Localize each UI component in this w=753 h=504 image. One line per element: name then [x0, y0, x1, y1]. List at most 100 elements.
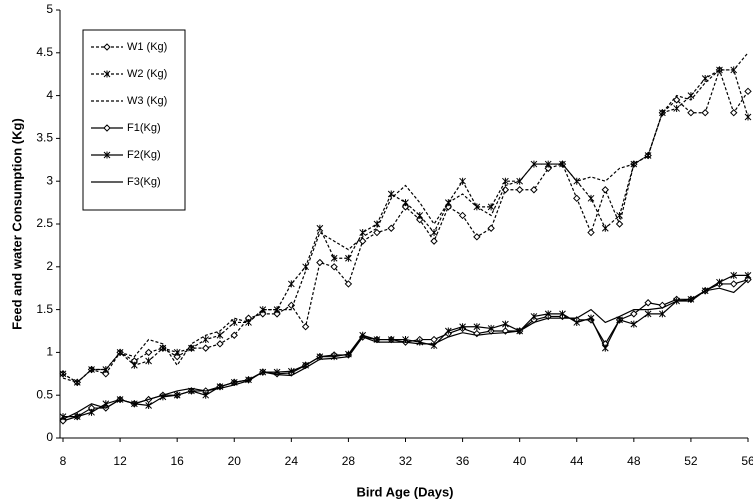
marker	[358, 237, 367, 245]
marker	[202, 344, 210, 352]
marker	[202, 391, 210, 399]
marker	[401, 203, 410, 211]
marker	[359, 229, 367, 237]
legend-label: W2 (Kg)	[127, 68, 167, 80]
y-tick-label: 1	[46, 345, 53, 359]
y-tick-label: 0.5	[36, 387, 53, 401]
y-tick-label: 3	[46, 173, 53, 187]
y-tick-label: 4.5	[36, 45, 53, 59]
marker	[744, 271, 752, 279]
series-line	[62, 52, 749, 384]
y-tick-label: 4	[46, 88, 53, 102]
legend-label: F3(Kg)	[127, 176, 161, 188]
marker	[644, 310, 652, 318]
legend-label: W1 (Kg)	[127, 41, 167, 53]
marker	[387, 190, 395, 198]
x-tick-label: 52	[684, 454, 698, 468]
legend-label: W3 (Kg)	[127, 95, 167, 107]
marker	[216, 340, 224, 348]
x-tick-label: 20	[228, 454, 242, 468]
marker	[587, 194, 595, 202]
marker	[730, 109, 738, 117]
marker	[402, 199, 409, 207]
marker	[273, 306, 281, 314]
marker	[345, 254, 352, 262]
marker	[601, 224, 609, 232]
x-tick-label: 48	[627, 454, 641, 468]
marker	[573, 194, 581, 203]
marker	[587, 314, 595, 322]
marker	[730, 280, 738, 288]
marker	[330, 254, 338, 262]
marker	[487, 324, 495, 332]
marker	[716, 278, 723, 286]
x-tick-label: 12	[113, 454, 127, 468]
marker	[245, 318, 252, 326]
y-tick-label: 2.5	[36, 216, 53, 230]
x-tick-label: 36	[456, 454, 470, 468]
marker	[416, 211, 424, 219]
marker	[145, 357, 152, 365]
marker	[344, 280, 353, 288]
marker	[430, 229, 438, 237]
marker	[530, 186, 538, 194]
marker	[416, 216, 424, 224]
marker	[88, 408, 95, 416]
marker	[744, 113, 752, 121]
marker	[515, 186, 524, 194]
x-tick-label: 16	[170, 454, 184, 468]
marker	[630, 310, 638, 318]
marker	[673, 104, 680, 112]
marker	[502, 320, 509, 328]
legend-label: F1(Kg)	[127, 122, 161, 134]
marker	[430, 237, 438, 245]
marker	[230, 331, 238, 339]
x-tick-label: 56	[741, 454, 753, 468]
marker	[59, 370, 67, 378]
marker	[616, 211, 623, 219]
marker	[644, 299, 652, 307]
marker	[744, 87, 752, 96]
x-tick-label: 40	[513, 454, 527, 468]
marker	[330, 263, 338, 271]
marker	[173, 348, 181, 356]
marker	[444, 327, 452, 335]
x-tick-label: 8	[60, 454, 67, 468]
marker	[473, 233, 481, 241]
marker	[573, 318, 581, 326]
marker	[430, 335, 438, 344]
marker	[687, 92, 695, 100]
legend-marker	[103, 124, 111, 132]
marker	[601, 344, 609, 352]
y-tick-label: 3.5	[36, 131, 53, 145]
marker	[544, 310, 552, 318]
marker	[287, 367, 295, 375]
marker	[630, 320, 638, 328]
marker	[145, 401, 152, 409]
marker	[487, 203, 495, 211]
series-line	[62, 279, 749, 420]
marker	[273, 310, 281, 318]
marker	[216, 331, 224, 339]
marker	[701, 109, 709, 117]
legend-marker	[103, 70, 111, 78]
marker	[316, 258, 324, 267]
y-axis-title: Feed and water Consumption (Kg)	[9, 118, 24, 330]
legend-marker	[103, 151, 111, 159]
marker	[587, 228, 595, 237]
marker	[687, 109, 695, 117]
marker	[459, 323, 466, 331]
marker	[459, 177, 466, 185]
marker	[131, 361, 138, 369]
legend-label: F2(Kg)	[127, 149, 161, 161]
marker	[173, 391, 181, 399]
marker	[458, 211, 467, 220]
y-tick-label: 5	[46, 2, 53, 16]
marker	[287, 280, 295, 288]
y-tick-label: 0	[46, 430, 53, 444]
x-tick-label: 28	[342, 454, 356, 468]
marker	[544, 164, 552, 173]
marker	[502, 177, 509, 185]
marker	[730, 271, 738, 279]
